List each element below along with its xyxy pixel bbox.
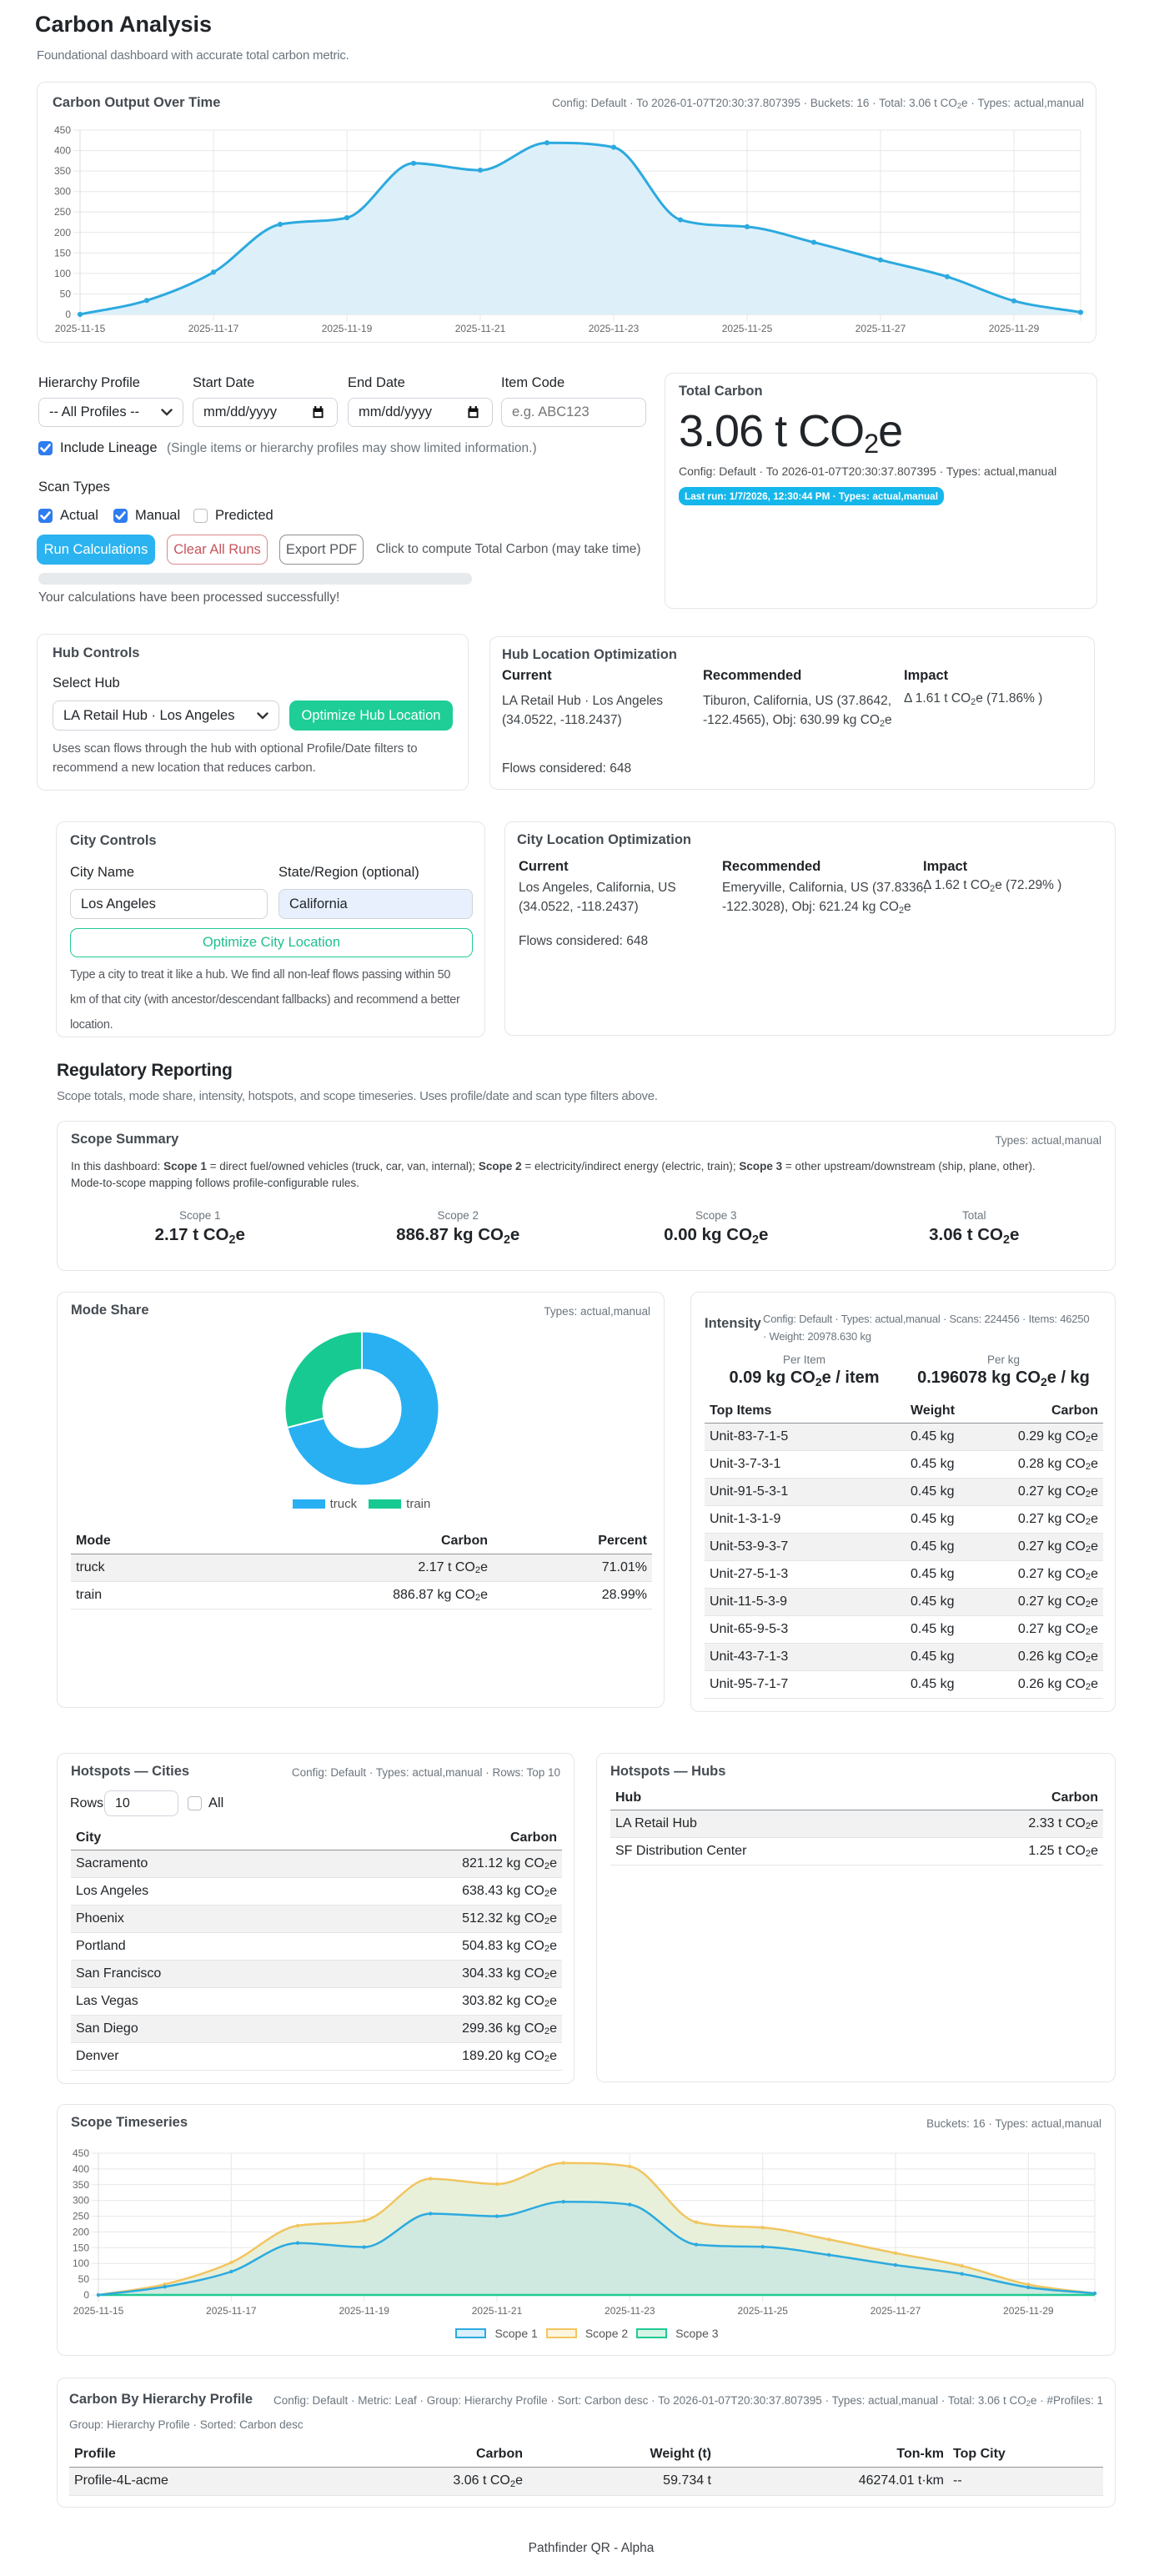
svg-text:250: 250: [73, 2211, 89, 2222]
svg-text:2025-11-15: 2025-11-15: [73, 2305, 124, 2317]
svg-text:250: 250: [54, 206, 71, 218]
svg-text:2025-11-29: 2025-11-29: [989, 323, 1040, 334]
svg-text:400: 400: [73, 2163, 89, 2175]
svg-text:2025-11-19: 2025-11-19: [322, 323, 373, 334]
svg-text:2025-11-23: 2025-11-23: [605, 2305, 655, 2317]
svg-text:300: 300: [54, 186, 71, 198]
svg-text:2025-11-25: 2025-11-25: [722, 323, 773, 334]
svg-text:200: 200: [73, 2226, 89, 2237]
svg-text:0: 0: [83, 2289, 89, 2301]
svg-text:50: 50: [60, 288, 72, 299]
svg-text:2025-11-17: 2025-11-17: [188, 323, 239, 334]
svg-text:300: 300: [73, 2195, 89, 2207]
svg-text:2025-11-21: 2025-11-21: [472, 2305, 523, 2317]
svg-text:450: 450: [73, 2147, 89, 2159]
svg-text:350: 350: [73, 2179, 89, 2191]
svg-text:2025-11-15: 2025-11-15: [55, 323, 106, 334]
svg-text:450: 450: [54, 124, 71, 136]
svg-text:100: 100: [73, 2257, 89, 2269]
svg-text:2025-11-21: 2025-11-21: [455, 323, 506, 334]
svg-text:50: 50: [78, 2273, 90, 2285]
svg-text:2025-11-19: 2025-11-19: [339, 2305, 389, 2317]
svg-text:150: 150: [54, 247, 71, 259]
svg-text:350: 350: [54, 165, 71, 177]
svg-text:200: 200: [54, 227, 71, 239]
svg-text:2025-11-23: 2025-11-23: [589, 323, 640, 334]
svg-text:0: 0: [65, 309, 71, 320]
svg-text:2025-11-29: 2025-11-29: [1003, 2305, 1054, 2317]
svg-text:2025-11-27: 2025-11-27: [855, 323, 906, 334]
svg-text:2025-11-27: 2025-11-27: [871, 2305, 921, 2317]
svg-text:400: 400: [54, 145, 71, 157]
svg-text:2025-11-17: 2025-11-17: [206, 2305, 257, 2317]
svg-text:100: 100: [54, 268, 71, 279]
svg-text:150: 150: [73, 2242, 89, 2253]
svg-text:2025-11-25: 2025-11-25: [737, 2305, 788, 2317]
